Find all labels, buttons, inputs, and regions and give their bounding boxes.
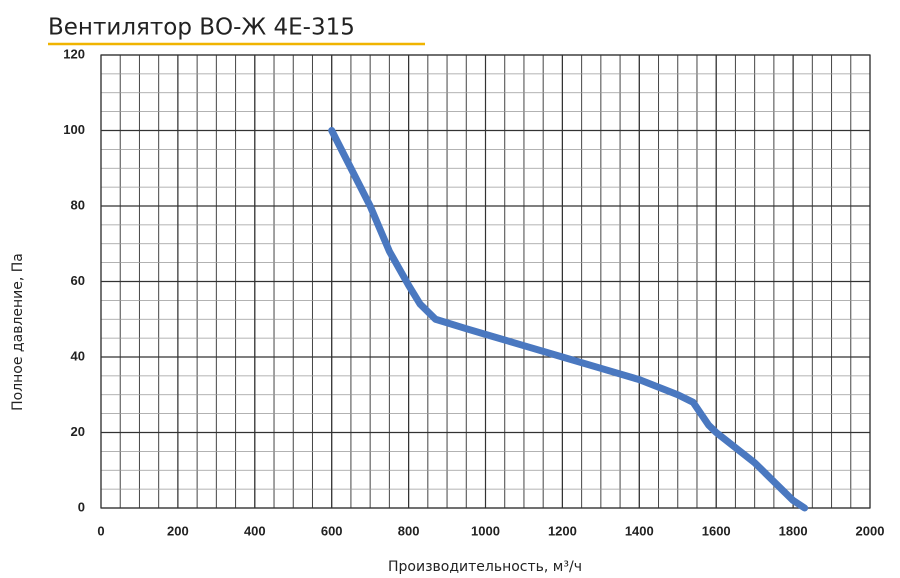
y-tick-label: 0	[78, 499, 85, 514]
data-line	[328, 127, 809, 512]
y-tick-label: 40	[71, 348, 85, 363]
x-tick-label: 800	[398, 523, 420, 538]
x-tick-label: 1000	[471, 523, 500, 538]
y-tick-label: 120	[63, 46, 85, 61]
y-tick-label: 20	[71, 424, 85, 439]
y-tick-label: 80	[71, 197, 85, 212]
x-tick-label: 200	[167, 523, 189, 538]
y-tick-label: 100	[63, 122, 85, 137]
chart-title: Вентилятор ВО-Ж 4Е-315	[48, 15, 355, 41]
y-axis-label: Полное давление, Па	[10, 253, 26, 411]
x-tick-label: 600	[321, 523, 343, 538]
plot-frame	[100, 54, 871, 509]
x-tick-label: 2000	[856, 523, 885, 538]
x-tick-label: 1600	[702, 523, 731, 538]
x-tick-label: 1200	[548, 523, 577, 538]
x-tick-label: 400	[244, 523, 266, 538]
x-tick-label: 0	[97, 523, 104, 538]
x-tick-label: 1400	[625, 523, 654, 538]
x-axis-label: Производительность, м³/ч	[388, 559, 582, 575]
x-tick-label: 1800	[779, 523, 808, 538]
y-tick-label: 60	[71, 273, 85, 288]
